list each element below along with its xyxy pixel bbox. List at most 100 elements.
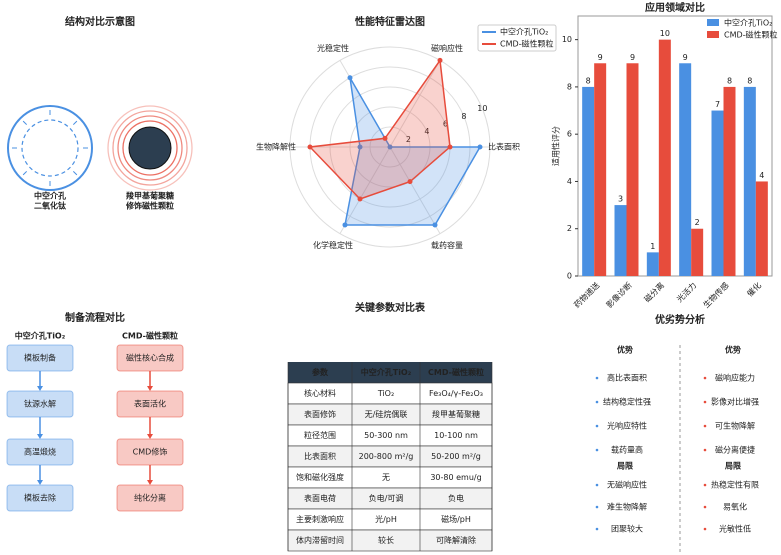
radar-point (357, 144, 363, 150)
bullet (703, 376, 707, 380)
pore (22, 120, 28, 126)
x-tick-label: 磁分离 (642, 280, 666, 304)
y-axis-label: 适用性评分 (551, 126, 561, 166)
bullet (595, 400, 599, 404)
radar-point (382, 135, 388, 141)
bar-value-label: 9 (630, 53, 635, 62)
bar (646, 252, 659, 276)
bar-value-label: 8 (727, 76, 732, 85)
flow-arrowhead (37, 480, 43, 485)
bullet (595, 505, 599, 509)
cmd-layer (117, 115, 183, 181)
magnetic-core (128, 126, 172, 170)
r-tick-label: 10 (477, 104, 487, 113)
flow-arrowhead (147, 434, 153, 439)
bar (614, 205, 627, 276)
structure-label: 中空介孔 (34, 191, 66, 201)
flow-step-label: 纯化分离 (134, 493, 166, 503)
radar-point (477, 144, 483, 150)
axis-label: 生物降解性 (256, 142, 296, 152)
axis-label: 磁响应性 (431, 43, 463, 53)
table-cell: 可降解清除 (436, 535, 476, 545)
table-cell: 饱和磁化强度 (296, 472, 344, 482)
y-tick-label: 8 (567, 82, 572, 91)
radar-point (447, 144, 453, 150)
table-cell: 较长 (378, 535, 394, 545)
flow-step-label: 高温煅烧 (24, 447, 56, 457)
radar-point (307, 144, 313, 150)
axis-label: 光稳定性 (317, 43, 349, 53)
x-tick-label: 生物传感 (701, 280, 731, 310)
bullet (595, 483, 599, 487)
chart-title: 应用领域对比 (645, 1, 705, 14)
flow-arrowhead (147, 480, 153, 485)
flow-step (6, 484, 74, 512)
table-cell: 表面修饰 (304, 409, 336, 419)
flow-column-title: CMD-磁性颗粒 (122, 331, 178, 341)
y-tick-label: 4 (567, 177, 572, 186)
flow-step-label: 模板制备 (24, 353, 56, 363)
bar-value-label: 3 (618, 195, 623, 204)
legend-label: CMD-磁性颗粒 (500, 39, 554, 49)
table-cell: 磁场/pH (441, 514, 471, 524)
flow-step-label: 表面活化 (134, 399, 166, 409)
table-cell: 50-200 m²/g (431, 452, 481, 461)
flow-arrowhead (37, 386, 43, 391)
y-tick-label: 10 (562, 35, 572, 44)
r-tick-label: 8 (461, 112, 466, 121)
radar-point (357, 196, 363, 202)
analysis-item: 团聚较大 (611, 524, 643, 534)
panel-title: 结构对比示意图 (65, 15, 135, 28)
bullet (595, 376, 599, 380)
panel-title: 制备流程对比 (65, 311, 125, 324)
table-cell: 30-80 emu/g (430, 473, 481, 482)
table-cell: 无 (382, 473, 390, 482)
analysis-heading: 优势 (725, 345, 741, 355)
x-tick-label: 光活力 (674, 280, 698, 304)
structure-label: 二氧化钛 (34, 201, 67, 211)
bar (679, 63, 692, 276)
bar-value-label: 10 (660, 29, 670, 38)
x-tick-label: 影像诊断 (604, 280, 634, 310)
bullet (703, 424, 707, 428)
bar-value-label: 4 (759, 171, 764, 180)
bullet (595, 448, 599, 452)
table-cell: 50-300 nm (364, 431, 408, 440)
analysis-item: 高比表面积 (607, 373, 647, 383)
analysis-item: 难生物降解 (607, 502, 647, 512)
outer-shell (7, 105, 93, 191)
r-tick-label: 2 (406, 135, 411, 144)
bullet (595, 527, 599, 531)
analysis-item: 载药量高 (611, 445, 643, 455)
radar-point (437, 57, 443, 63)
bar (755, 181, 768, 276)
panel-title: 关键参数对比表 (355, 301, 426, 314)
bar-value-label: 8 (586, 76, 591, 85)
x-tick-label: 药物递送 (572, 280, 602, 310)
bar (691, 228, 704, 276)
pore (72, 120, 78, 126)
table-cell: 10-100 nm (434, 431, 478, 440)
bar-value-label: 9 (683, 53, 688, 62)
table-cell: 羧甲基葡聚糖 (432, 409, 480, 419)
legend-label: 中空介孔TiO₂ (724, 18, 772, 28)
analysis-heading: 优势 (617, 345, 633, 355)
table-cell: Fe₃O₄/γ-Fe₂O₃ (429, 389, 483, 398)
table-cell: 光/pH (375, 514, 397, 524)
table-cell: 负电/可调 (369, 493, 404, 503)
legend-label: CMD-磁性颗粒 (724, 30, 778, 40)
table-header-cell: CMD-磁性颗粒 (428, 367, 484, 377)
legend-box (477, 24, 557, 52)
analysis-item: 结构稳定性强 (603, 397, 651, 407)
bar (711, 110, 724, 276)
cmd-layer (107, 105, 193, 191)
table-cell: 体内滞留时间 (296, 535, 344, 545)
analysis-item: 热稳定性有限 (711, 480, 759, 490)
flow-arrowhead (37, 434, 43, 439)
table-header (288, 362, 492, 383)
radar-point (387, 144, 393, 150)
legend-swatch (707, 19, 719, 26)
bullet (703, 505, 707, 509)
structure-label: 修饰磁性颗粒 (125, 201, 174, 211)
